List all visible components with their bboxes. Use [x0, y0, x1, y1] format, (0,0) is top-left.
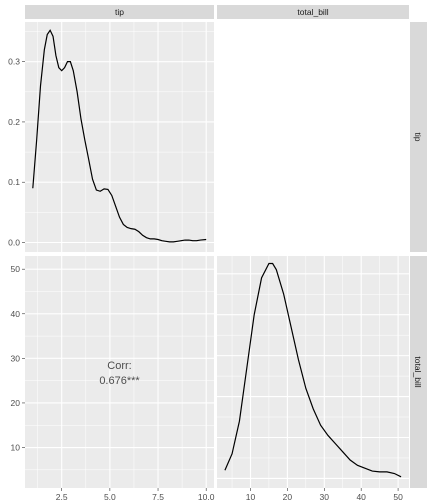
panel-correlation-y-tick-label: 30 [11, 353, 21, 363]
panel-tip-density-y-tick-label: 0.0 [8, 238, 20, 248]
strip-column-tip: tip [115, 7, 124, 17]
panel-blank-background [217, 22, 409, 252]
panel-total-bill-density-x-tick-label: 10 [246, 492, 256, 502]
strip-row-tip: tip [413, 133, 423, 142]
strip-column-total-bill-bg [217, 5, 409, 19]
total-bill-density-line [224, 262, 402, 478]
panel-total-bill-density: 10 20 30 40 50 [217, 256, 409, 502]
panel-tip-density-y-tick-label: 0.3 [8, 57, 20, 67]
strip-row-tip-bg [410, 22, 427, 252]
panel-tip-density-y-tick-label: 0.1 [8, 177, 20, 187]
panel-correlation-x-tick-label: 10.0 [198, 492, 215, 502]
strip-row-total-bill: total_bill [413, 356, 423, 387]
strip-row-total-bill-bg [410, 256, 427, 488]
panel-total-bill-density-x-tick-label: 40 [356, 492, 366, 502]
panel-correlation-y-tick-label: 50 [11, 264, 21, 274]
panel-total-bill-density-x-tick-label: 20 [283, 492, 293, 502]
panel-correlation-y-tick-label: 40 [11, 309, 21, 319]
panel-blank [217, 22, 409, 252]
correlation-label: Corr: [107, 360, 131, 372]
strip-column-total-bill: total_bill [297, 7, 328, 17]
panel-tip-density-y-tick-label: 0.2 [8, 117, 20, 127]
panel-correlation-y-tick-label: 10 [11, 443, 21, 453]
tip-density-line [32, 29, 207, 243]
panel-tip-density: 0.0 0.1 0.2 0.3 [8, 22, 214, 252]
correlation-value: 0.676*** [99, 375, 140, 387]
panel-correlation-x-tick-label: 5.0 [104, 492, 116, 502]
panel-correlation-background [25, 256, 214, 488]
panel-correlation: 10 20 30 40 50 2.5 5.0 7.5 10.0 [11, 256, 215, 502]
panel-total-bill-density-background [217, 256, 409, 488]
panel-total-bill-density-x-tick-label: 50 [393, 492, 403, 502]
strip-column-tip-bg [25, 5, 214, 19]
panel-correlation-x-tick-label: 2.5 [56, 492, 68, 502]
panel-correlation-y-tick-label: 20 [11, 398, 21, 408]
panel-correlation-x-tick-label: 7.5 [152, 492, 164, 502]
panel-total-bill-density-x-tick-label: 30 [320, 492, 330, 502]
